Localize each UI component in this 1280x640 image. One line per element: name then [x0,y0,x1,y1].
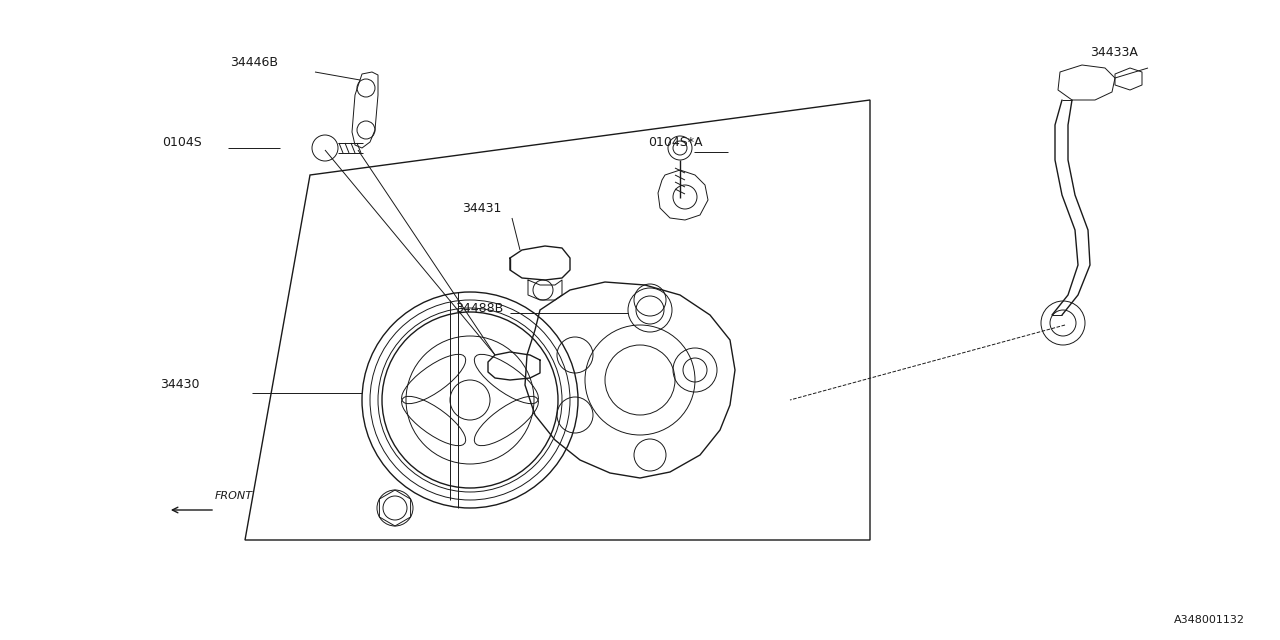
Text: 34433A: 34433A [1091,45,1138,58]
Text: A348001132: A348001132 [1174,615,1245,625]
Text: 34430: 34430 [160,378,200,392]
Text: 34446B: 34446B [230,56,278,68]
Text: 0104S: 0104S [163,136,202,148]
Text: 34431: 34431 [462,202,502,214]
Text: FRONT: FRONT [215,491,253,501]
Text: 0104S*A: 0104S*A [648,136,703,148]
Text: 34488B: 34488B [454,301,503,314]
